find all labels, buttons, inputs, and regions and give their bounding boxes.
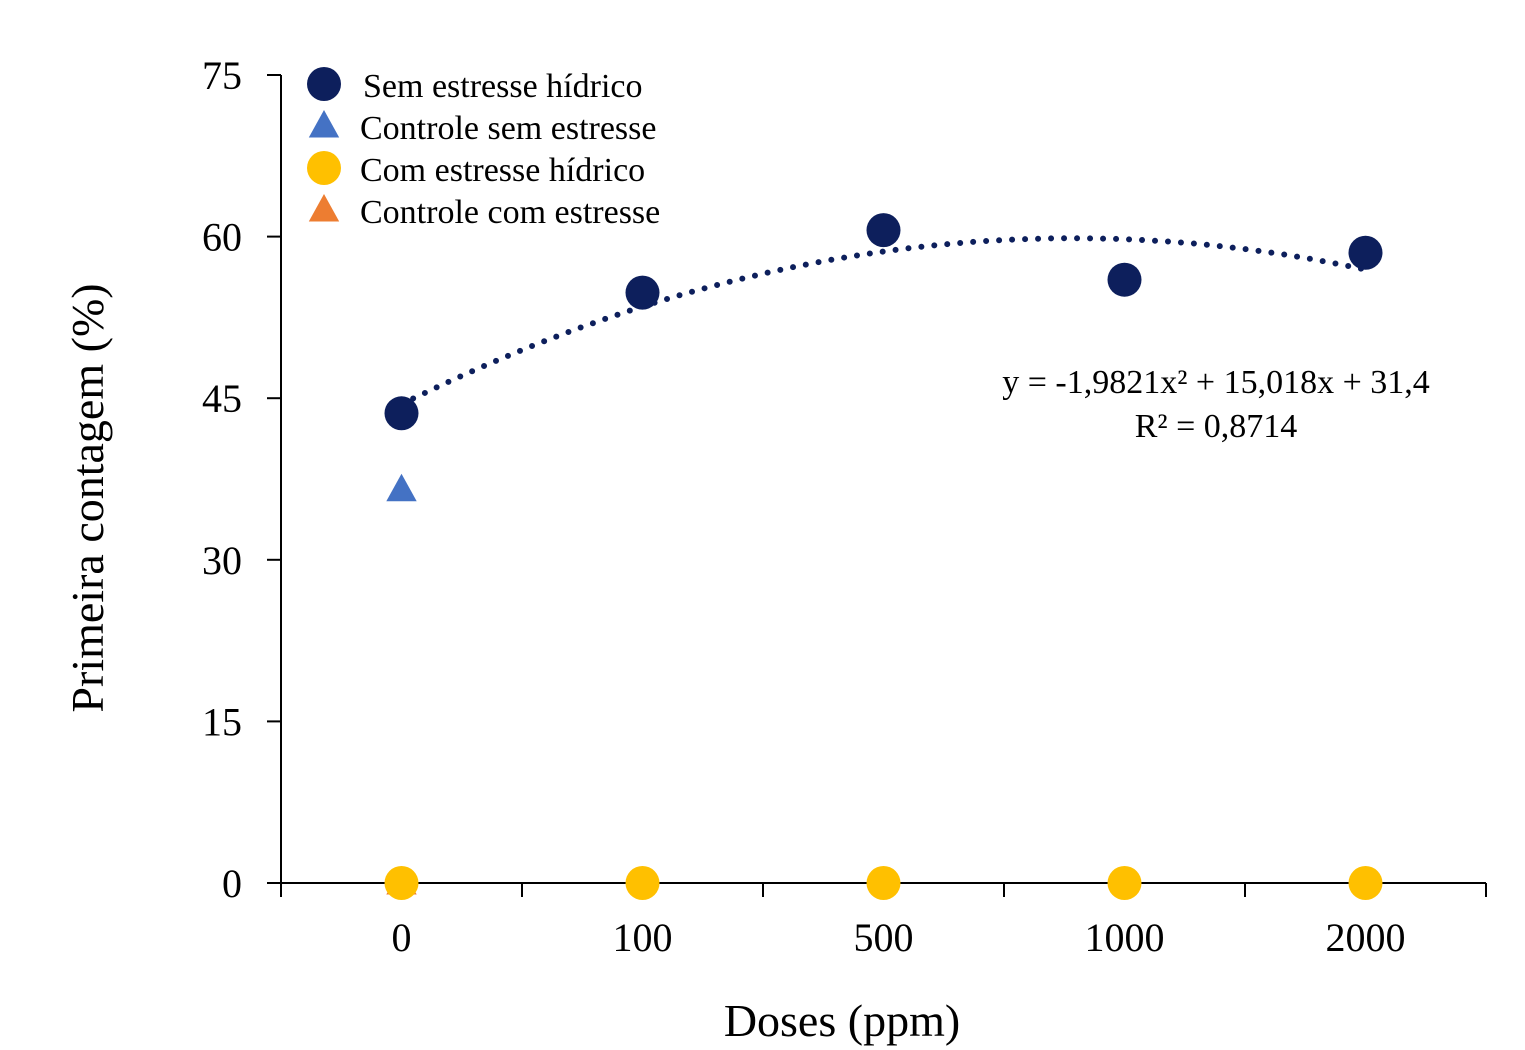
- legend-marker: [307, 67, 341, 101]
- trendline: [398, 235, 1369, 408]
- legend-marker: [308, 110, 340, 138]
- point-com-estresse-hidrico: [625, 866, 660, 900]
- x-tick-label: 100: [613, 915, 673, 960]
- y-axis-title: Primeira contagem (%): [62, 283, 113, 712]
- y-tick-label: 30: [202, 538, 242, 583]
- trendline-curve: [398, 235, 1369, 408]
- legend-label: Sem estresse hídrico: [363, 68, 643, 105]
- y-tick-label: 75: [202, 53, 242, 98]
- point-com-estresse-hidrico: [1348, 866, 1383, 900]
- y-tick-label: 45: [202, 376, 242, 421]
- point-sem-estresse-hidrico: [866, 213, 901, 248]
- legend: Sem estresse hídrico Controle sem estress…: [307, 67, 660, 231]
- point-com-estresse-hidrico: [1107, 866, 1142, 900]
- legend-marker: [307, 151, 341, 185]
- x-tick-label: 0: [392, 915, 412, 960]
- data-marks: [384, 213, 1383, 900]
- y-tick-label: 15: [202, 699, 242, 744]
- legend-label: Com estresse hídrico: [360, 152, 645, 189]
- ticks: 0 15 30 45 60 75 0 100 500 1000 2000: [202, 53, 1487, 960]
- point-sem-estresse-hidrico: [1348, 235, 1383, 270]
- legend-marker: [308, 194, 340, 222]
- point-controle-sem-estresse: [386, 473, 417, 502]
- x-axis-title: Doses (ppm): [724, 995, 960, 1046]
- trendline-r-squared: R² = 0,8714: [1135, 408, 1298, 445]
- legend-label: Controle sem estresse: [360, 110, 657, 147]
- point-sem-estresse-hidrico: [625, 275, 660, 310]
- x-tick-label: 500: [854, 915, 914, 960]
- x-tick-label: 2000: [1326, 915, 1406, 960]
- point-sem-estresse-hidrico: [1107, 262, 1142, 297]
- legend-label: Controle com estresse: [360, 194, 660, 231]
- trendline-equation: y = -1,9821x² + 15,018x + 31,4: [1002, 364, 1430, 401]
- y-tick-label: 0: [222, 861, 242, 906]
- point-com-estresse-hidrico: [384, 866, 419, 900]
- y-tick-label: 60: [202, 215, 242, 260]
- point-sem-estresse-hidrico: [384, 396, 419, 431]
- point-com-estresse-hidrico: [866, 866, 901, 900]
- x-tick-label: 1000: [1085, 915, 1165, 960]
